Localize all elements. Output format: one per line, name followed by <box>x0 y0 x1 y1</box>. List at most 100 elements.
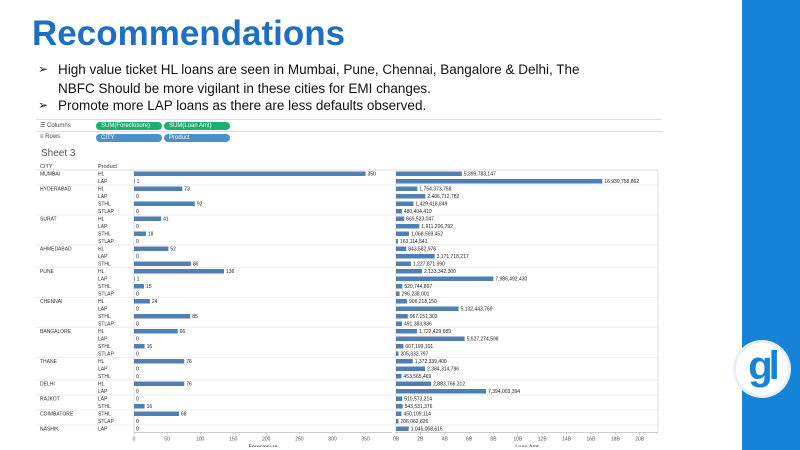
foreclosure-value: 0 <box>136 389 139 395</box>
foreclosure-value: 15 <box>146 284 152 290</box>
loan-bar <box>396 366 426 371</box>
loan-tick-label: 16B <box>587 437 597 443</box>
foreclosure-value: 0 <box>136 374 139 380</box>
foreclosure-bar <box>134 186 183 191</box>
city-label: PUNE <box>40 269 55 275</box>
product-label: HL <box>98 187 105 193</box>
loan-bar <box>396 374 402 379</box>
loan-bar <box>396 194 426 199</box>
loan-bar <box>396 216 405 221</box>
loan-value: 2,384,314,786 <box>427 367 459 373</box>
product-label: STHL <box>98 202 111 208</box>
product-label: LAP <box>98 389 108 395</box>
pill-city[interactable]: CITY <box>96 134 162 142</box>
loan-bar <box>396 284 403 289</box>
loan-value: 1,046,068,616 <box>411 427 443 433</box>
loan-bar <box>396 171 462 176</box>
product-label: STLAP <box>98 352 115 358</box>
loan-value: 1,068,569,452 <box>411 232 443 238</box>
product-label: STHL <box>98 284 111 290</box>
loan-value: 491,383,936 <box>404 322 432 328</box>
loan-bar <box>396 306 459 311</box>
product-label: LAP <box>98 367 108 373</box>
product-label: STHL <box>98 374 111 380</box>
foreclosure-tick-label: 150 <box>229 437 238 443</box>
columns-shelf[interactable]: ☰ Columns SUM(Foreclosure) SUM(Loan Amt) <box>36 119 662 132</box>
product-label: STHL <box>98 314 111 320</box>
loan-tick-label: 14B <box>562 437 572 443</box>
foreclosure-value: 24 <box>152 299 158 305</box>
loan-value: 7,986,492,430 <box>495 277 527 283</box>
loan-bar <box>396 351 399 356</box>
foreclosure-bar <box>134 404 145 409</box>
product-label: STHL <box>98 232 111 238</box>
product-label: LAP <box>98 427 108 433</box>
arrow-bullet-icon: ➢ <box>38 62 49 76</box>
loan-value: 16,930,758,862 <box>604 179 639 185</box>
foreclosure-bar <box>134 381 185 386</box>
product-label: STHL <box>98 412 111 418</box>
foreclosure-tick-label: 50 <box>164 437 170 443</box>
loan-tick-label: 20B <box>635 437 645 443</box>
product-label: HL <box>98 247 105 253</box>
loan-bar <box>396 329 417 334</box>
header-city: CITY <box>40 164 53 170</box>
pill-sum-foreclosure[interactable]: SUM(Foreclosure) <box>96 122 162 130</box>
loan-value: 450,109,114 <box>403 412 431 418</box>
foreclosure-bar <box>134 329 178 334</box>
loan-value: 5,627,274,598 <box>467 337 499 343</box>
city-label: MUMBAI <box>40 172 60 178</box>
foreclosure-value: 350 <box>368 172 377 178</box>
loan-bar <box>396 201 414 206</box>
foreclosure-value: 66 <box>180 329 186 335</box>
foreclosure-bar <box>134 276 135 281</box>
foreclosure-value: 76 <box>186 359 192 365</box>
columns-shelf-label: ☰ Columns <box>40 123 71 129</box>
arrow-bullet-icon: ➢ <box>38 98 49 112</box>
foreclosure-value: 86 <box>193 262 199 268</box>
loan-value: 5,132,443,769 <box>461 307 493 313</box>
loan-bar <box>396 426 409 431</box>
foreclosure-value: 16 <box>147 404 153 410</box>
product-label: LAP <box>98 277 108 283</box>
foreclosure-bar <box>134 216 162 221</box>
foreclosure-bar <box>134 359 185 364</box>
city-label: SURAT <box>40 217 57 223</box>
city-label: THANE <box>40 359 58 365</box>
foreclosure-value: 0 <box>136 254 139 260</box>
loan-bar <box>396 269 422 274</box>
loan-bar <box>396 179 603 184</box>
product-label: HL <box>98 172 105 178</box>
foreclosure-bar <box>134 261 191 266</box>
loan-bar <box>396 261 411 266</box>
foreclosure-value: 0 <box>136 209 139 215</box>
pill-product[interactable]: Product <box>164 134 230 142</box>
loan-value: 205,332,797 <box>401 352 429 358</box>
loan-bar <box>396 336 465 341</box>
loan-bar <box>396 231 410 236</box>
foreclosure-value: 18 <box>148 232 154 238</box>
loan-value: 3,171,718,217 <box>437 254 469 260</box>
foreclosure-bar <box>134 411 179 416</box>
city-label: COIMBATORE <box>40 412 74 418</box>
rows-shelf[interactable]: ≡ Rows CITY Product <box>36 131 662 144</box>
foreclosure-value: 0 <box>136 352 139 358</box>
loan-bar <box>396 276 494 281</box>
product-label: LAP <box>98 307 108 313</box>
foreclosure-value: 16 <box>147 344 153 350</box>
loan-value: 1,429,418,849 <box>415 202 447 208</box>
loan-bar <box>396 411 402 416</box>
product-label: STHL <box>98 262 111 268</box>
loan-value: 1,372,339,400 <box>415 359 447 365</box>
pill-sum-loan-amt[interactable]: SUM(Loan Amt) <box>164 122 230 130</box>
loan-value: 967,151,303 <box>410 314 438 320</box>
loan-bar <box>396 291 400 296</box>
foreclosure-value: 0 <box>136 367 139 373</box>
loan-tick-label: 12B <box>538 437 548 443</box>
loan-tick-label: 2B <box>417 437 424 443</box>
foreclosure-value: 0 <box>136 307 139 313</box>
foreclosure-value: 136 <box>226 269 235 275</box>
loan-bar <box>396 404 403 409</box>
product-label: STHL <box>98 344 111 350</box>
loan-value: 1,911,206,792 <box>421 224 453 230</box>
